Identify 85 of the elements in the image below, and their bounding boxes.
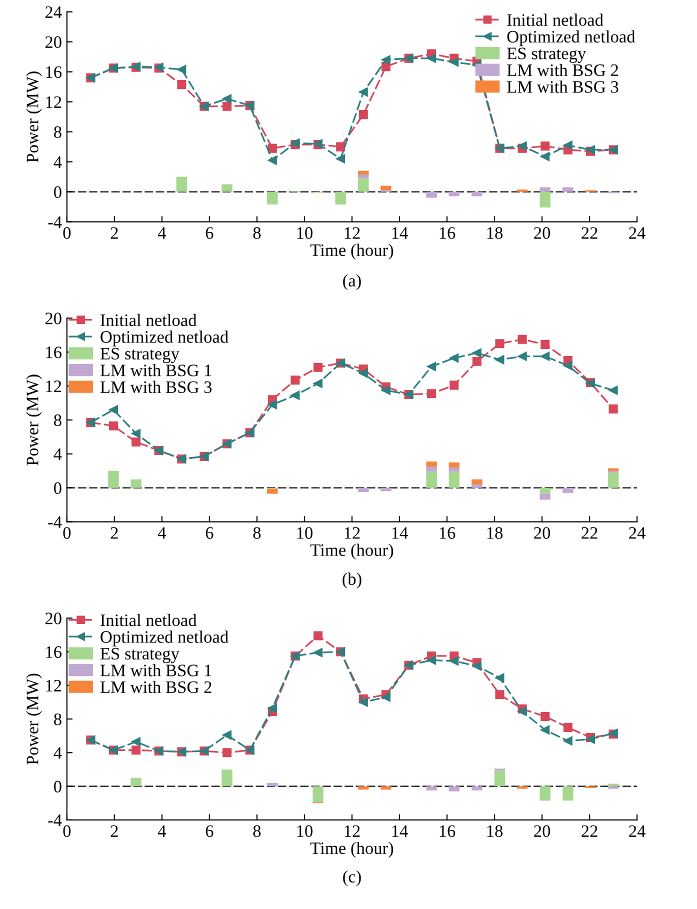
y-tick-label: -4 bbox=[48, 814, 62, 826]
text: (b) bbox=[342, 572, 362, 588]
y-tick-label: 20 bbox=[45, 312, 62, 324]
x-tick-label: 0 bbox=[63, 825, 71, 837]
x-tick-label: 22 bbox=[582, 825, 598, 837]
x-tick-label: 8 bbox=[253, 527, 261, 539]
x-tick-label: 16 bbox=[440, 227, 456, 239]
x-tick-label: 20 bbox=[534, 825, 550, 837]
x-tick-label: 2 bbox=[110, 227, 118, 239]
legend-label: ES strategy bbox=[100, 648, 180, 664]
y-tick-label: 0 bbox=[54, 482, 62, 494]
y-tick-label: 8 bbox=[54, 713, 62, 726]
x-tick-label: 0 bbox=[63, 527, 71, 539]
x-tick-label: 2 bbox=[110, 825, 118, 837]
legend-label: Initial netload bbox=[507, 14, 604, 26]
x-tick-label: 6 bbox=[206, 527, 214, 539]
x-tick-label: 4 bbox=[158, 527, 166, 539]
legend-label: Initial netload bbox=[100, 314, 197, 326]
text: (a) bbox=[343, 274, 361, 290]
x-tick-label: 24 bbox=[629, 825, 646, 837]
legend-label: LM with BSG 2 bbox=[507, 64, 618, 76]
x-tick-label: 16 bbox=[440, 825, 456, 837]
y-tick-label: 12 bbox=[46, 96, 62, 108]
legend-label: ES strategy bbox=[100, 348, 180, 364]
x-tick-label: 12 bbox=[344, 527, 360, 539]
y-tick-label: 4 bbox=[54, 156, 62, 168]
x-tick-label: 24 bbox=[629, 527, 646, 539]
legend-label: LM with BSG 2 bbox=[100, 680, 212, 694]
y-tick-label: 12 bbox=[46, 380, 62, 392]
y-axis-title: Power (MW) bbox=[26, 374, 42, 466]
y-tick-label: -4 bbox=[48, 216, 62, 228]
x-tick-label: 18 bbox=[487, 825, 503, 837]
x-tick-label: 6 bbox=[206, 825, 214, 837]
x-tick-label: 12 bbox=[344, 825, 360, 837]
x-tick-label: 10 bbox=[297, 227, 312, 239]
x-axis-title: Time (hour) bbox=[310, 842, 394, 858]
y-tick-label: 8 bbox=[54, 414, 62, 426]
y-tick-label: 8 bbox=[54, 126, 62, 138]
legend-label: Optimized netload bbox=[507, 30, 636, 46]
y-tick-label: -4 bbox=[48, 516, 62, 528]
y-axis-title: Power (MW) bbox=[26, 72, 42, 162]
y-tick-label: 24 bbox=[45, 6, 62, 18]
x-tick-label: 18 bbox=[487, 527, 503, 539]
x-tick-label: 24 bbox=[629, 227, 646, 239]
legend-label: LM with BSG 1 bbox=[100, 364, 212, 376]
y-tick-label: 0 bbox=[54, 780, 62, 792]
x-tick-label: 8 bbox=[253, 227, 261, 239]
x-tick-label: 2 bbox=[110, 527, 118, 539]
x-tick-label: 4 bbox=[158, 825, 166, 837]
x-tick-label: 12 bbox=[344, 227, 360, 239]
x-tick-label: 14 bbox=[392, 527, 408, 539]
y-tick-label: 16 bbox=[46, 646, 62, 658]
legend-label: Optimized netload bbox=[100, 330, 228, 346]
x-tick-label: 22 bbox=[582, 227, 598, 239]
x-tick-label: 10 bbox=[297, 527, 312, 539]
x-tick-label: 14 bbox=[392, 825, 408, 837]
x-tick-label: 4 bbox=[158, 227, 166, 239]
x-tick-label: 18 bbox=[487, 227, 503, 239]
legend-label: Initial netload bbox=[100, 614, 197, 626]
legend-label: ES strategy bbox=[507, 48, 586, 63]
y-axis-title: Power (MW) bbox=[26, 674, 42, 765]
y-tick-label: 16 bbox=[46, 66, 62, 78]
x-axis-title: Time (hour) bbox=[310, 544, 394, 560]
y-tick-label: 20 bbox=[45, 612, 62, 624]
y-tick-label: 4 bbox=[54, 448, 62, 460]
x-axis-title: Time (hour) bbox=[310, 244, 394, 260]
y-tick-label: 20 bbox=[45, 36, 62, 48]
text: (c) bbox=[343, 870, 361, 886]
x-tick-label: 14 bbox=[392, 227, 408, 239]
x-tick-label: 20 bbox=[534, 527, 550, 539]
y-tick-label: 12 bbox=[46, 680, 62, 692]
legend-label: LM with BSG 1 bbox=[100, 664, 212, 676]
x-tick-label: 0 bbox=[63, 227, 71, 239]
legend-label: LM with BSG 3 bbox=[507, 80, 618, 93]
x-tick-label: 8 bbox=[253, 825, 261, 837]
x-tick-label: 6 bbox=[206, 227, 214, 239]
x-tick-label: 16 bbox=[440, 527, 456, 539]
y-tick-label: 16 bbox=[46, 346, 62, 358]
x-tick-label: 10 bbox=[297, 825, 312, 837]
legend-label: Optimized netload bbox=[100, 630, 228, 646]
y-tick-label: 0 bbox=[54, 186, 62, 198]
y-tick-label: 4 bbox=[54, 747, 62, 759]
legend-label: LM with BSG 3 bbox=[100, 380, 212, 394]
x-tick-label: 22 bbox=[582, 527, 598, 539]
x-tick-label: 20 bbox=[534, 227, 550, 239]
